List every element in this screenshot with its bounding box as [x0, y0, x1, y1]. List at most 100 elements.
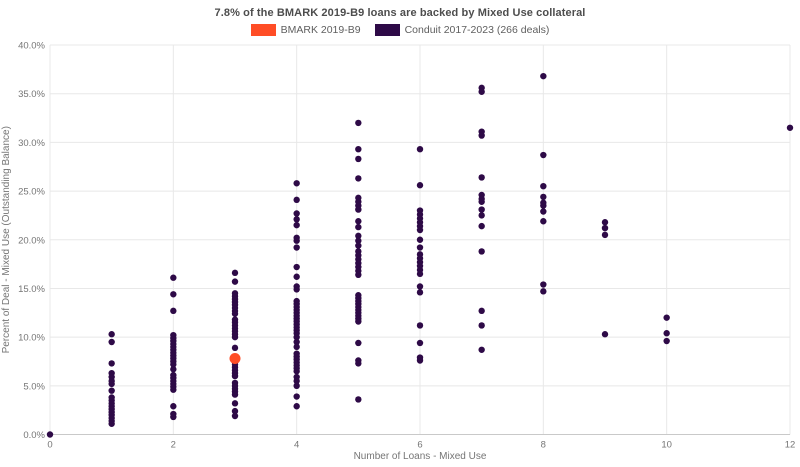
- data-point[interactable]: [601, 331, 609, 338]
- data-point[interactable]: [416, 322, 424, 329]
- data-point[interactable]: [231, 407, 239, 415]
- data-point[interactable]: [478, 248, 485, 255]
- data-point[interactable]: [355, 242, 362, 249]
- data-point[interactable]: [540, 281, 547, 288]
- data-point[interactable]: [108, 380, 115, 388]
- data-point[interactable]: [355, 206, 362, 213]
- data-point[interactable]: [293, 393, 300, 400]
- data-point[interactable]: [293, 343, 300, 351]
- data-point[interactable]: [601, 219, 609, 226]
- data-point[interactable]: [170, 403, 177, 410]
- data-point[interactable]: [293, 273, 300, 280]
- data-point[interactable]: [170, 413, 177, 421]
- data-point[interactable]: [293, 377, 300, 385]
- data-point[interactable]: [355, 271, 362, 279]
- data-point[interactable]: [663, 314, 670, 321]
- data-point[interactable]: [108, 331, 115, 338]
- data-point[interactable]: [170, 274, 177, 281]
- data-point[interactable]: [478, 322, 485, 329]
- data-point[interactable]: [108, 420, 115, 427]
- data-point[interactable]: [478, 206, 485, 213]
- data-point[interactable]: [293, 180, 300, 187]
- data-point[interactable]: [293, 263, 300, 271]
- data-point[interactable]: [355, 155, 362, 163]
- data-point[interactable]: [170, 366, 177, 373]
- data-point[interactable]: [416, 289, 424, 296]
- data-point[interactable]: [355, 175, 362, 182]
- data-point[interactable]: [663, 330, 670, 337]
- legend-item-conduit[interactable]: Conduit 2017-2023 (266 deals): [374, 24, 549, 36]
- data-point[interactable]: [293, 403, 300, 410]
- data-point[interactable]: [355, 237, 362, 244]
- data-point[interactable]: [540, 208, 547, 215]
- data-point[interactable]: [231, 372, 239, 380]
- data-point[interactable]: [231, 391, 239, 398]
- data-point[interactable]: [416, 270, 424, 278]
- data-point[interactable]: [108, 338, 115, 346]
- data-point[interactable]: [293, 237, 300, 244]
- data-point[interactable]: [540, 193, 547, 201]
- data-point[interactable]: [540, 202, 547, 209]
- data-point[interactable]: [293, 368, 300, 375]
- data-point[interactable]: [293, 210, 300, 217]
- data-point[interactable]: [478, 132, 485, 139]
- data-point[interactable]: [293, 333, 300, 341]
- data-point[interactable]: [416, 244, 424, 251]
- data-point[interactable]: [170, 291, 177, 298]
- data-point[interactable]: [478, 212, 485, 219]
- data-point[interactable]: [108, 387, 115, 394]
- data-point[interactable]: [663, 337, 670, 345]
- data-point[interactable]: [416, 357, 424, 364]
- data-point[interactable]: [478, 307, 485, 315]
- data-point[interactable]: [416, 283, 424, 290]
- data-point[interactable]: [231, 333, 239, 341]
- data-point[interactable]: [416, 226, 424, 234]
- data-point[interactable]: [601, 224, 609, 232]
- data-point[interactable]: [293, 221, 300, 229]
- data-point[interactable]: [540, 218, 547, 225]
- data-point[interactable]: [293, 244, 300, 251]
- data-point[interactable]: [293, 338, 300, 346]
- data-point[interactable]: [540, 288, 547, 295]
- data-point[interactable]: [540, 182, 547, 190]
- data-point[interactable]: [601, 231, 609, 239]
- data-point[interactable]: [416, 145, 424, 153]
- data-point[interactable]: [416, 182, 424, 189]
- data-point[interactable]: [355, 232, 362, 240]
- data-point[interactable]: [229, 353, 241, 365]
- data-point[interactable]: [231, 344, 239, 352]
- data-point[interactable]: [108, 360, 115, 367]
- data-point[interactable]: [478, 174, 485, 181]
- data-point[interactable]: [355, 360, 362, 367]
- data-point[interactable]: [355, 396, 362, 403]
- data-point[interactable]: [540, 151, 547, 159]
- data-point[interactable]: [170, 386, 177, 393]
- data-point[interactable]: [170, 307, 177, 315]
- data-point[interactable]: [231, 400, 239, 407]
- legend-item-bmark[interactable]: BMARK 2019-B9: [250, 24, 361, 36]
- data-point[interactable]: [355, 318, 362, 325]
- data-point[interactable]: [416, 236, 424, 243]
- data-point[interactable]: [355, 218, 362, 225]
- data-point[interactable]: [231, 269, 239, 277]
- data-point[interactable]: [293, 382, 300, 390]
- data-point[interactable]: [231, 310, 239, 317]
- data-point[interactable]: [786, 124, 794, 131]
- data-point[interactable]: [416, 339, 424, 347]
- data-point[interactable]: [478, 222, 485, 230]
- data-point[interactable]: [478, 346, 485, 353]
- data-point[interactable]: [355, 339, 362, 347]
- data-point[interactable]: [293, 196, 300, 204]
- data-point[interactable]: [293, 216, 300, 223]
- data-point[interactable]: [478, 198, 485, 205]
- data-point[interactable]: [355, 223, 362, 231]
- data-point[interactable]: [355, 145, 362, 153]
- data-point[interactable]: [231, 412, 239, 420]
- data-point[interactable]: [170, 361, 177, 368]
- data-point[interactable]: [293, 286, 300, 293]
- data-point[interactable]: [46, 431, 54, 438]
- data-point[interactable]: [355, 119, 362, 127]
- data-point[interactable]: [478, 88, 485, 95]
- data-point[interactable]: [231, 278, 239, 285]
- data-point[interactable]: [540, 72, 547, 80]
